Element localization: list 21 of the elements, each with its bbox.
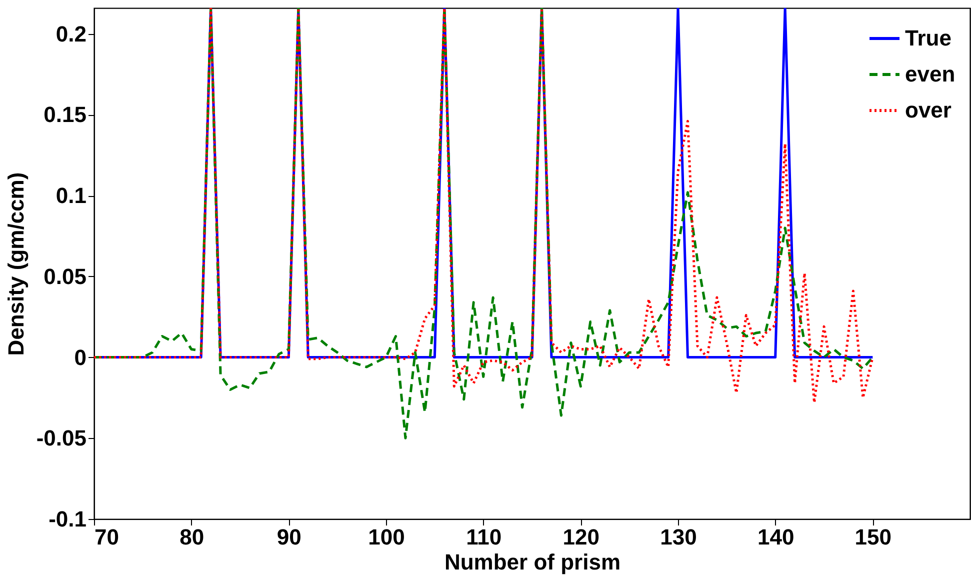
x-tick-label: 90: [276, 524, 302, 550]
x-tick-label: 120: [562, 524, 600, 550]
y-tick-label: 0: [74, 344, 86, 370]
x-tick-label: 140: [757, 524, 794, 550]
y-tick-label: -0.1: [48, 506, 86, 532]
legend-label: True: [905, 26, 952, 50]
x-tick-label: 130: [660, 524, 697, 550]
legend-label: even: [905, 62, 956, 86]
legend-label: over: [905, 98, 952, 122]
y-tick-label: 0.05: [44, 264, 86, 289]
x-axis-title: Number of prism: [444, 550, 621, 574]
x-tick-label: 80: [180, 524, 204, 550]
x-tick-label: 70: [94, 524, 119, 550]
x-tick-label: 110: [466, 524, 502, 550]
x-tick-label: 100: [368, 524, 405, 550]
y-tick-label: 0.2: [56, 21, 86, 46]
y-tick-label: 0.1: [56, 183, 86, 208]
x-tick-label: 150: [854, 524, 892, 550]
y-tick-label: 0.15: [44, 102, 86, 128]
y-axis-title: Density (gm/ccm): [3, 172, 28, 356]
y-tick-label: -0.05: [36, 426, 86, 451]
